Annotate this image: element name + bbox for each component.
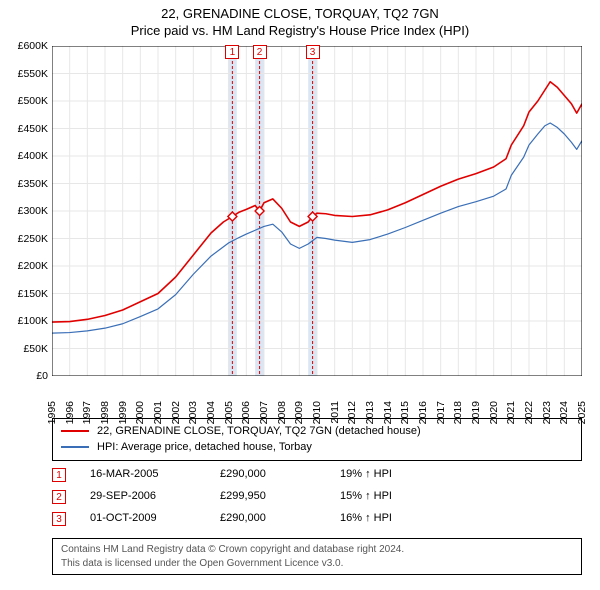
y-tick-label: £250K xyxy=(4,233,48,245)
transaction-price: £290,000 xyxy=(220,512,340,525)
footer-line-1: Contains HM Land Registry data © Crown c… xyxy=(61,543,573,557)
y-tick-label: £500K xyxy=(4,95,48,107)
y-tick-label: £0 xyxy=(4,370,48,382)
transaction-row: 3 01-OCT-2009£290,00016% ↑ HPI xyxy=(52,508,392,530)
legend-swatch xyxy=(61,446,89,448)
transaction-delta: 19% ↑ HPI xyxy=(340,468,392,481)
y-tick-label: £200K xyxy=(4,260,48,272)
transaction-marker: 1 xyxy=(52,468,66,482)
transaction-price: £290,000 xyxy=(220,468,340,481)
sale-marker-1: 1 xyxy=(225,45,239,59)
transaction-date: 29-SEP-2006 xyxy=(90,490,220,503)
footer-line-2: This data is licensed under the Open Gov… xyxy=(61,557,573,571)
y-tick-label: £550K xyxy=(4,68,48,80)
page-subtitle: Price paid vs. HM Land Registry's House … xyxy=(0,23,600,40)
chart-svg xyxy=(52,46,582,376)
transaction-row: 2 29-SEP-2006£299,95015% ↑ HPI xyxy=(52,486,392,508)
transaction-date: 01-OCT-2009 xyxy=(90,512,220,525)
y-tick-label: £350K xyxy=(4,178,48,190)
legend: 22, GRENADINE CLOSE, TORQUAY, TQ2 7GN (d… xyxy=(52,418,582,461)
y-tick-label: £300K xyxy=(4,205,48,217)
y-tick-label: £150K xyxy=(4,288,48,300)
transaction-marker: 3 xyxy=(52,512,66,526)
sale-marker-2: 2 xyxy=(253,45,267,59)
attribution-footer: Contains HM Land Registry data © Crown c… xyxy=(52,538,582,575)
y-tick-label: £600K xyxy=(4,40,48,52)
transaction-marker: 2 xyxy=(52,490,66,504)
legend-label: HPI: Average price, detached house, Torb… xyxy=(97,441,312,453)
legend-swatch xyxy=(61,430,89,432)
price-chart: £0£50K£100K£150K£200K£250K£300K£350K£400… xyxy=(52,46,582,376)
sale-marker-3: 3 xyxy=(306,45,320,59)
transaction-delta: 15% ↑ HPI xyxy=(340,490,392,503)
transaction-table: 116-MAR-2005£290,00019% ↑ HPI229-SEP-200… xyxy=(52,464,392,530)
y-tick-label: £400K xyxy=(4,150,48,162)
y-tick-label: £450K xyxy=(4,123,48,135)
y-tick-label: £100K xyxy=(4,315,48,327)
transaction-date: 16-MAR-2005 xyxy=(90,468,220,481)
page-title: 22, GRENADINE CLOSE, TORQUAY, TQ2 7GN xyxy=(0,6,600,23)
transaction-row: 1 16-MAR-2005£290,00019% ↑ HPI xyxy=(52,464,392,486)
transaction-price: £299,950 xyxy=(220,490,340,503)
y-tick-label: £50K xyxy=(4,343,48,355)
legend-item: HPI: Average price, detached house, Torb… xyxy=(61,439,573,455)
legend-label: 22, GRENADINE CLOSE, TORQUAY, TQ2 7GN (d… xyxy=(97,425,421,437)
transaction-delta: 16% ↑ HPI xyxy=(340,512,392,525)
legend-item: 22, GRENADINE CLOSE, TORQUAY, TQ2 7GN (d… xyxy=(61,423,573,439)
